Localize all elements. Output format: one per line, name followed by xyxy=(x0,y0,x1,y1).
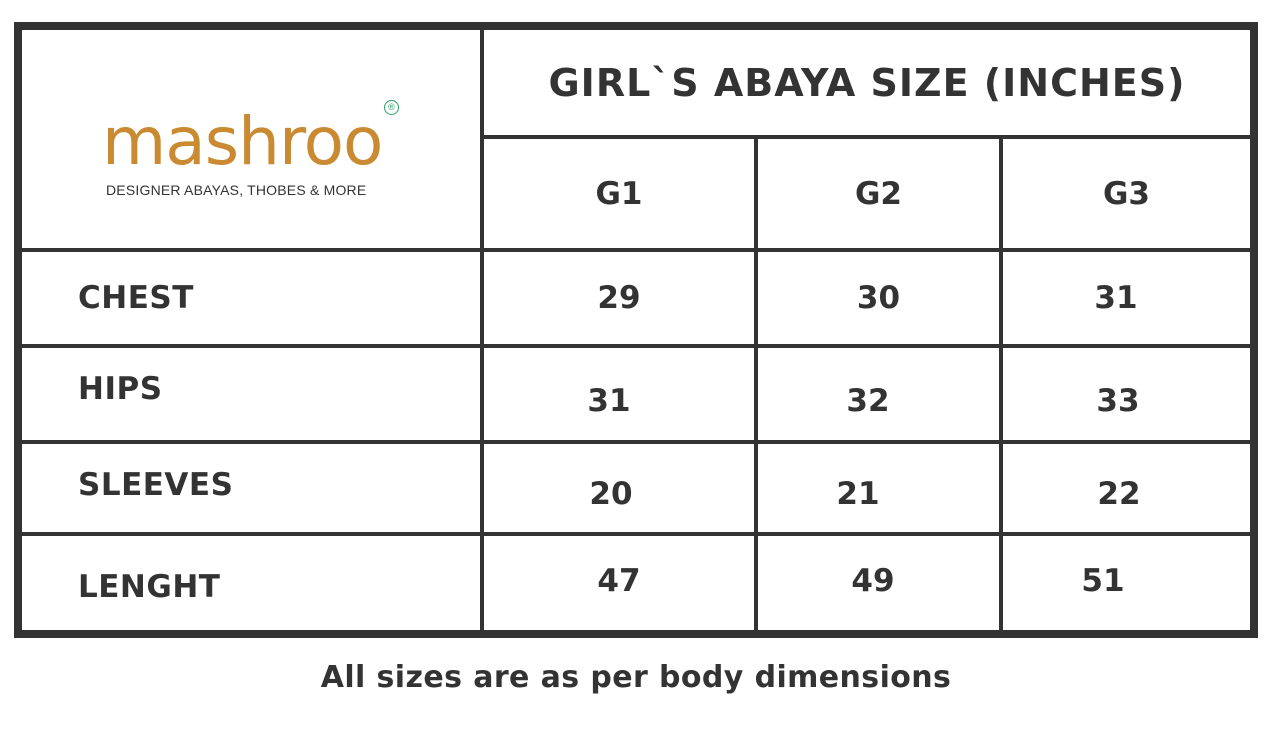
registered-mark-icon: ® xyxy=(384,100,399,115)
table-title: GIRL`S ABAYA SIZE (INCHES) xyxy=(548,60,1186,105)
table-cell: 29 xyxy=(597,280,641,316)
table-cell: 21 xyxy=(836,476,880,512)
divider-horizontal xyxy=(480,135,1250,139)
brand-logo: mashroo xyxy=(102,103,383,180)
footer-note: All sizes are as per body dimensions xyxy=(320,660,952,695)
logo-wordmark: mashroo xyxy=(102,103,382,180)
divider-horizontal xyxy=(22,344,1250,348)
table-cell: 30 xyxy=(856,280,901,316)
table-cell: 49 xyxy=(851,563,895,599)
row-label-length: LENGHT xyxy=(78,569,221,605)
size-header-g3: G3 xyxy=(1102,175,1150,212)
table-cell: 47 xyxy=(597,563,641,599)
table-cell: 31 xyxy=(1094,280,1138,316)
divider-horizontal xyxy=(22,248,1250,252)
table-cell: 51 xyxy=(1081,563,1125,599)
row-label-sleeves: SLEEVES xyxy=(78,467,234,503)
brand-tagline: DESIGNER ABAYAS, THOBES & MORE xyxy=(106,182,367,198)
row-label-chest: CHEST xyxy=(78,280,194,316)
table-cell: 32 xyxy=(846,383,890,419)
divider-vertical xyxy=(999,135,1003,630)
divider-horizontal xyxy=(22,440,1250,444)
table-cell: 33 xyxy=(1096,383,1140,419)
size-header-g1: G1 xyxy=(595,175,643,212)
size-chart-table: mashroo ® DESIGNER ABAYAS, THOBES & MORE… xyxy=(14,22,1258,638)
size-header-g2: G2 xyxy=(854,175,902,212)
table-cell: 20 xyxy=(589,476,633,512)
divider-vertical xyxy=(480,30,484,630)
divider-horizontal xyxy=(22,532,1250,536)
brand-logo-cell: mashroo ® DESIGNER ABAYAS, THOBES & MORE xyxy=(22,30,480,250)
table-cell: 31 xyxy=(587,383,631,419)
row-label-hips: HIPS xyxy=(78,371,163,407)
divider-vertical xyxy=(754,135,758,630)
table-cell: 22 xyxy=(1097,476,1141,512)
